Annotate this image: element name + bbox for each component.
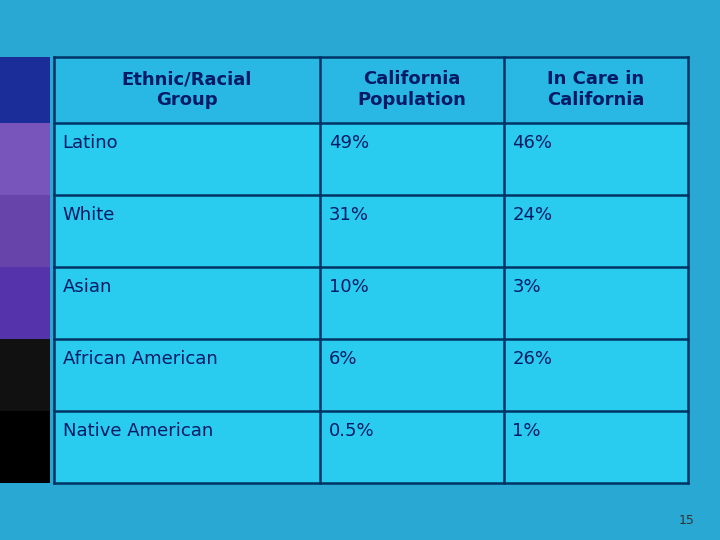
Bar: [0, 195, 50, 267]
Text: 10%: 10%: [329, 278, 369, 296]
Text: Latino: Latino: [63, 134, 118, 152]
Text: 0.5%: 0.5%: [329, 422, 374, 441]
Text: 24%: 24%: [513, 206, 553, 224]
Bar: [0, 57, 50, 123]
Bar: [0, 339, 50, 411]
Text: 6%: 6%: [329, 350, 357, 368]
Text: White: White: [63, 206, 115, 224]
Text: 1%: 1%: [513, 422, 541, 441]
Text: 49%: 49%: [329, 134, 369, 152]
Text: African American: African American: [63, 350, 217, 368]
Text: California
Population: California Population: [358, 70, 467, 109]
Text: 3%: 3%: [513, 278, 541, 296]
Text: 31%: 31%: [329, 206, 369, 224]
Bar: [54, 57, 688, 483]
Text: 46%: 46%: [513, 134, 552, 152]
Bar: [0, 123, 50, 195]
Bar: [0, 267, 50, 339]
Text: 26%: 26%: [513, 350, 552, 368]
Text: Native American: Native American: [63, 422, 213, 441]
Bar: [54, 57, 688, 123]
Text: In Care in
California: In Care in California: [547, 70, 644, 109]
Text: Ethnic/Racial
Group: Ethnic/Racial Group: [122, 70, 252, 109]
Text: 15: 15: [679, 514, 695, 526]
Bar: [0, 411, 50, 483]
Text: Asian: Asian: [63, 278, 112, 296]
